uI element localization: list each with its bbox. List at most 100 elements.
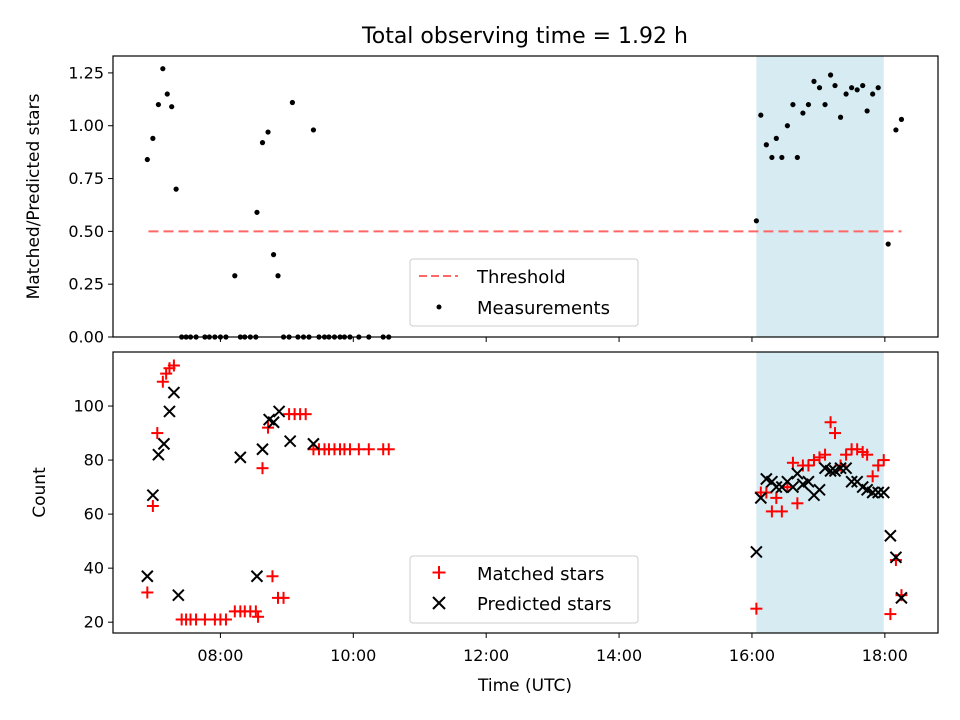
y-tick-label: 1.00 [68, 116, 104, 135]
legend-threshold-label: Threshold [476, 267, 566, 288]
matched-star-point [256, 462, 269, 475]
predicted-star-point [786, 480, 800, 494]
x-axis-label: Time (UTC) [477, 676, 572, 696]
measurement-point [864, 108, 870, 114]
top-legend-box [409, 258, 639, 327]
measurement-point [773, 135, 779, 141]
measurement-point [275, 273, 281, 279]
measurement-point [265, 129, 271, 135]
matched-star-point [219, 613, 232, 626]
measurement-point [843, 91, 849, 97]
matched-star-point [786, 456, 799, 469]
measurement-point [893, 127, 899, 133]
top-y-axis-label: Matched/Predicted stars [24, 93, 44, 299]
matched-star-point [824, 416, 837, 429]
matched-star-point [362, 443, 375, 456]
legend-matched-label: Matched stars [477, 564, 604, 585]
y-tick-label: 20 [84, 613, 104, 632]
y-tick-label: 0.75 [68, 169, 104, 188]
predicted-star-point [172, 588, 185, 602]
matched-star-point [791, 497, 804, 510]
y-tick-label: 0.25 [68, 275, 104, 294]
predicted-star-point [141, 570, 154, 583]
measurement-point [885, 241, 891, 247]
predicted-star-point [884, 529, 897, 542]
predicted-star-point [845, 475, 858, 488]
measurement-point [837, 114, 844, 120]
matched-star-point [895, 589, 908, 602]
bottom-points [141, 359, 908, 626]
x-tick-label: 08:00 [197, 646, 243, 665]
legend-predicted-swatch [432, 596, 446, 610]
top-axes-frame [112, 55, 939, 338]
measurement-point [870, 91, 876, 97]
bottom-y-ticks: 20 40 60 80 100 [73, 397, 113, 632]
y-tick-label: 40 [84, 559, 104, 578]
predicted-star-point [871, 486, 885, 499]
matched-star-point [252, 610, 265, 623]
matched-star-point [861, 448, 874, 461]
matched-star-point [146, 500, 159, 513]
measurement-point [270, 252, 277, 258]
matched-star-point [750, 602, 763, 615]
matched-star-point [872, 459, 885, 472]
predicted-star-point [834, 461, 847, 475]
measurement-point [144, 156, 150, 163]
measurement-point [898, 116, 905, 122]
predicted-star-point [163, 405, 176, 418]
measurement-point [805, 101, 812, 108]
measurement-point [822, 101, 828, 108]
predicted-star-point [824, 464, 837, 478]
matched-star-point [299, 408, 312, 421]
predicted-star-point [839, 461, 853, 475]
top-legend: Threshold Measurements [409, 258, 639, 327]
measurement-point [784, 123, 790, 129]
predicted-star-point [234, 451, 247, 464]
matched-star-point [141, 586, 154, 599]
predicted-star-point [802, 475, 815, 488]
bottom-y-axis-label: Count [30, 467, 50, 518]
matched-star-point [819, 448, 832, 461]
matched-star-point [266, 570, 279, 583]
legend-predicted-label: Predicted stars [477, 594, 611, 615]
measurement-point [310, 127, 317, 133]
x-tick-label: 14:00 [596, 646, 642, 665]
predicted-star-point [813, 483, 826, 497]
matched-star-point [829, 427, 842, 440]
measurement-point [289, 99, 295, 106]
measurement-point [769, 154, 775, 161]
y-tick-label: 1.25 [68, 63, 104, 82]
x-tick-label: 16:00 [729, 646, 775, 665]
matched-star-point [851, 443, 864, 456]
top-y-ticks: 0.00 0.25 0.50 0.75 1.00 1.25 [68, 63, 113, 347]
matched-star-point [382, 443, 395, 456]
matched-star-point [877, 454, 890, 467]
legend-measurements-swatch [436, 304, 442, 310]
matched-star-point [277, 591, 290, 604]
predicted-star-point [267, 416, 280, 429]
matched-star-point [249, 605, 262, 618]
predicted-star-point [866, 486, 879, 499]
measurement-point [259, 140, 266, 146]
predicted-star-point [791, 467, 804, 480]
legend-measurements-label: Measurements [477, 298, 610, 319]
y-tick-label: 0.50 [68, 222, 104, 241]
matched-star-point [802, 459, 815, 472]
measurement-point [860, 82, 866, 89]
measurement-point [150, 135, 156, 141]
y-tick-label: 0.00 [68, 328, 104, 347]
predicted-star-point [250, 570, 264, 583]
measurement-point [232, 273, 238, 279]
measurement-point [800, 110, 806, 116]
x-tick-label: 18:00 [862, 646, 908, 665]
x-tick-label: 12:00 [463, 646, 509, 665]
measurement-point [753, 218, 759, 224]
matched-star-point [866, 470, 879, 483]
predicted-star-point [750, 545, 763, 559]
matched-star-point [775, 505, 788, 518]
y-tick-label: 60 [84, 505, 104, 524]
measurement-point [875, 85, 881, 91]
matched-star-point [813, 451, 826, 464]
bottom-x-ticks: 08:00 10:00 12:00 14:00 16:00 18:00 [197, 633, 908, 665]
